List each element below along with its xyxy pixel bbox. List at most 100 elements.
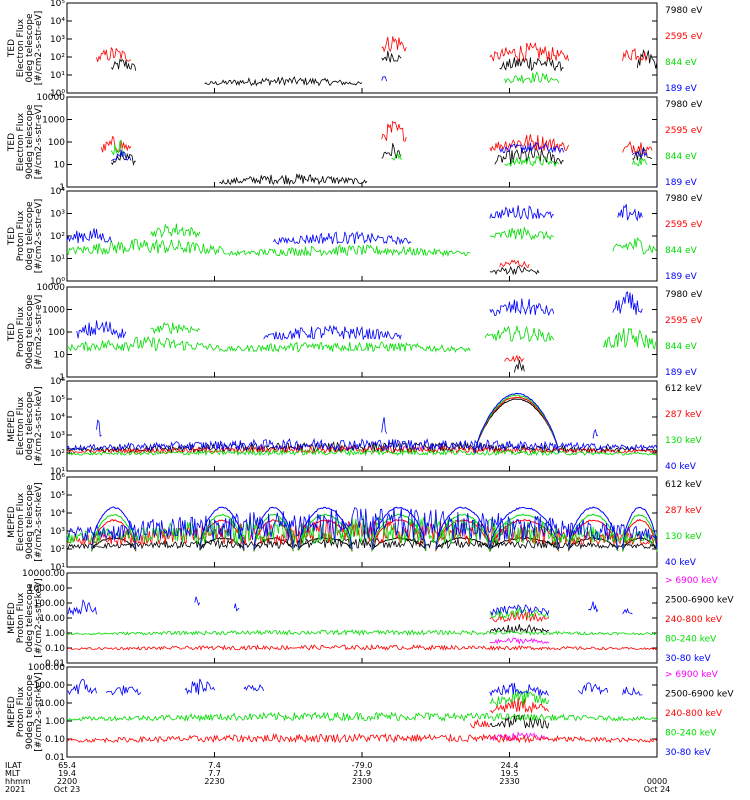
series-7980-ev (110, 143, 653, 186)
series-trace (66, 335, 220, 353)
series-trace (194, 596, 201, 606)
y-axis-label: TED (7, 133, 17, 152)
series-trace (381, 417, 387, 434)
y-tick-label: 10000 (36, 283, 65, 293)
y-axis-label: MEPED (7, 506, 17, 538)
y-axis-label: 90deg telescope (25, 294, 35, 369)
series-trace (66, 507, 658, 541)
series-peak (474, 396, 560, 454)
legend-entry: 189 eV (665, 84, 698, 94)
x-row-label: MLT (5, 769, 20, 778)
series-trace (489, 604, 550, 617)
y-tick-label: 10⁴ (50, 509, 65, 519)
series-trace (499, 142, 564, 154)
y-axis-label: TED (7, 323, 17, 342)
panel-frame (66, 286, 658, 378)
legend-entry: 287 keV (665, 410, 702, 420)
y-tick-label: 10⁴ (50, 187, 65, 197)
x-tick-label: 7.7 (208, 769, 221, 778)
legend-entry: 130 keV (665, 436, 702, 446)
series-trace (489, 42, 569, 63)
series-trace (489, 265, 540, 276)
panel-7: 0.01 0.10 1.00 10.00 100.00 1000.00 10000.00 ME… (7, 569, 734, 669)
series-trace (381, 76, 387, 82)
series-trace (219, 173, 368, 186)
series-hump (297, 506, 353, 550)
series-trace (96, 46, 131, 63)
series-trace (111, 150, 132, 162)
legend-entry: 30-80 keV (665, 748, 711, 758)
series-hump (199, 506, 245, 550)
legend-entry: 240-800 keV (665, 615, 723, 625)
x-row-label: 2021 (5, 785, 25, 794)
series-trace (110, 150, 136, 166)
legend-entry: 2500-6900 keV (665, 690, 734, 700)
x-tick-label: Oct 24 (644, 785, 671, 794)
legend-entry: 2595 eV (665, 126, 703, 136)
series-trace (184, 678, 215, 695)
series-trace (622, 607, 633, 615)
legend-entry: 7980 eV (665, 100, 703, 110)
y-tick-label: 10³ (50, 210, 65, 220)
series-hump (568, 506, 619, 550)
panel-frame (66, 476, 658, 568)
series-hump (489, 537, 560, 552)
x-tick-label: 65.4 (58, 761, 76, 770)
series-trace (489, 624, 549, 635)
y-tick-label: 10² (50, 545, 65, 555)
y-tick-label: 10000 (36, 93, 65, 103)
series-trace (612, 291, 643, 315)
y-tick-label: 10 (54, 161, 66, 171)
series-trace (66, 537, 658, 550)
y-tick-label: 1000.00 (28, 663, 65, 673)
series-trace (233, 603, 240, 612)
series-trace (273, 231, 412, 246)
series-trace (381, 143, 402, 159)
y-tick-label: 1000 (42, 306, 65, 316)
series-844-ev (66, 223, 658, 258)
series-trace (499, 259, 530, 269)
series-hump (622, 514, 658, 552)
series-7980-ev (489, 265, 540, 276)
y-axis-label: 0deg telescope (25, 13, 35, 83)
y-tick-label: 10² (50, 449, 65, 459)
x-tick-label: 0000 (647, 777, 667, 786)
series-hump (371, 513, 427, 552)
series-trace (66, 711, 658, 723)
y-tick-label: 10¹ (50, 467, 65, 477)
series-trace (504, 71, 560, 85)
series-trace (150, 321, 201, 335)
panel-5: 10¹ 10² 10³ 10⁴ 10⁵ 10⁶ MEPED Electron Flux 0deg… (7, 377, 702, 477)
y-tick-label: 10³ (50, 527, 65, 537)
series--6900-kev (489, 637, 550, 645)
y-tick-label: 0.10 (45, 644, 65, 654)
series-2595-ev (504, 354, 525, 363)
series-trace (219, 341, 471, 353)
series-80-240-kev (66, 607, 658, 636)
legend-entry: 80-240 keV (665, 729, 717, 739)
series-trace (504, 155, 559, 168)
series-trace (66, 448, 658, 457)
y-axis-label: 0deg telescope (25, 201, 35, 271)
series-hump (622, 518, 658, 552)
y-axis-label: MEPED (7, 696, 17, 728)
legend-entry: 2595 eV (665, 32, 703, 42)
series-hump (622, 506, 658, 550)
legend-entry: 844 eV (665, 152, 698, 162)
series-trace (636, 48, 658, 69)
y-tick-label: 10⁴ (50, 413, 65, 423)
y-axis-label: [#/cm2-s-str-eV] (34, 295, 44, 370)
y-tick-label: 10¹ (50, 255, 65, 265)
series-peak (474, 392, 560, 454)
series-trace (381, 36, 407, 53)
series-trace (622, 140, 653, 155)
x-tick-label: -79.0 (352, 761, 373, 770)
y-axis-label: TED (7, 227, 17, 246)
y-axis-label: [#/cm2-s-str-eV] (34, 11, 44, 86)
y-tick-label: 0.01 (45, 753, 65, 763)
y-tick-label: 10000.00 (22, 569, 65, 579)
y-axis-label: Electron Flux (16, 18, 26, 77)
series-40-kev (66, 392, 658, 454)
